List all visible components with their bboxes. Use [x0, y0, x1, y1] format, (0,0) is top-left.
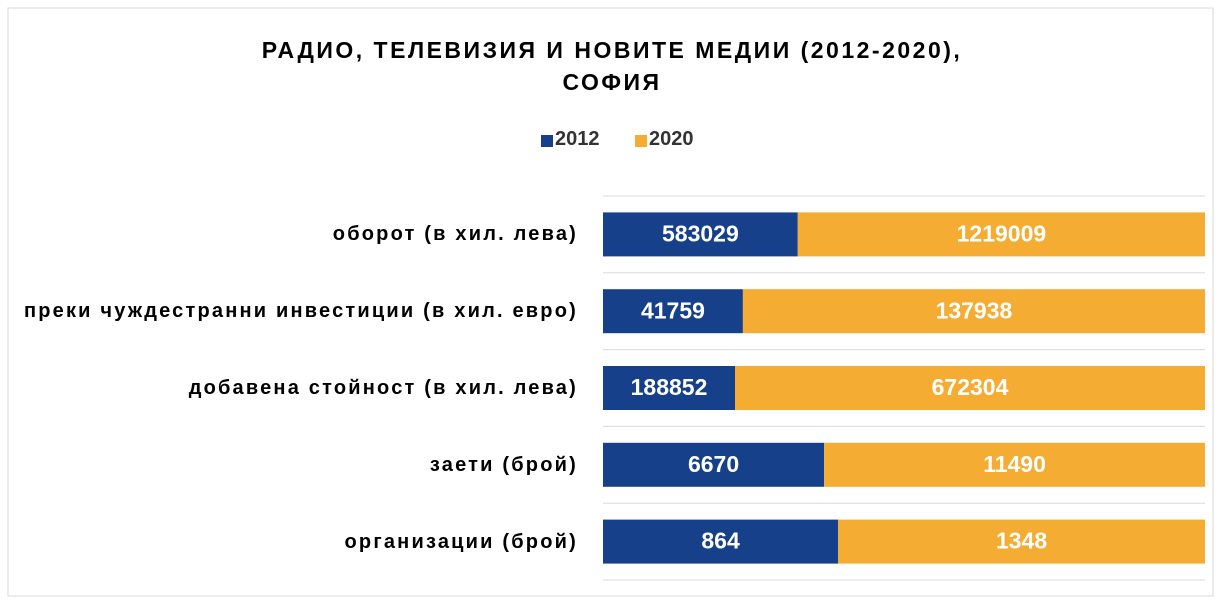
- bar: [603, 289, 743, 334]
- value-label: 137938: [936, 297, 1013, 323]
- chart-border: [7, 7, 1214, 597]
- value-label: 188852: [631, 374, 708, 400]
- chart-title: РАДИО, ТЕЛЕВИЗИЯ И НОВИТЕ МЕДИИ (2012-20…: [261, 37, 963, 95]
- value-label: 864: [701, 528, 740, 554]
- category-label: заети (брой): [0, 449, 578, 481]
- value-label: 11490: [983, 451, 1046, 477]
- value-label: 672304: [932, 374, 1009, 400]
- bar: [603, 366, 736, 410]
- category-label: преки чуждестранни инвестиции (в хил. ев…: [0, 295, 578, 327]
- value-label: 41759: [641, 297, 705, 323]
- bar: [797, 212, 1205, 257]
- legend-swatch: [541, 135, 553, 147]
- bar: [742, 289, 1205, 334]
- category-label: добавена стойност (в хил. лева): [0, 372, 578, 404]
- value-label: 6670: [688, 451, 739, 477]
- category-text: преки чуждестранни инвестиции (в хил. ев…: [23, 300, 578, 323]
- value-label: 1219009: [957, 220, 1047, 246]
- bar: [603, 212, 798, 257]
- category-text: добавена стойност (в хил. лева): [188, 377, 578, 399]
- bar: [603, 519, 839, 564]
- category-label: оборот (в хил. лева): [0, 218, 578, 250]
- value-label: 583029: [662, 220, 739, 246]
- category-text: оборот (в хил. лева): [332, 223, 578, 246]
- category-label: организации (брой): [0, 526, 578, 558]
- bar: [838, 519, 1205, 564]
- bar: [824, 442, 1205, 487]
- legend-label: 2020: [649, 128, 694, 150]
- category-text: заети (брой): [429, 453, 578, 476]
- bar: [603, 442, 825, 487]
- legend-swatch: [635, 135, 647, 147]
- bar: [735, 366, 1205, 410]
- value-label: 1348: [996, 528, 1047, 554]
- legend-label: 2012: [555, 128, 600, 150]
- category-text: организации (брой): [344, 530, 578, 553]
